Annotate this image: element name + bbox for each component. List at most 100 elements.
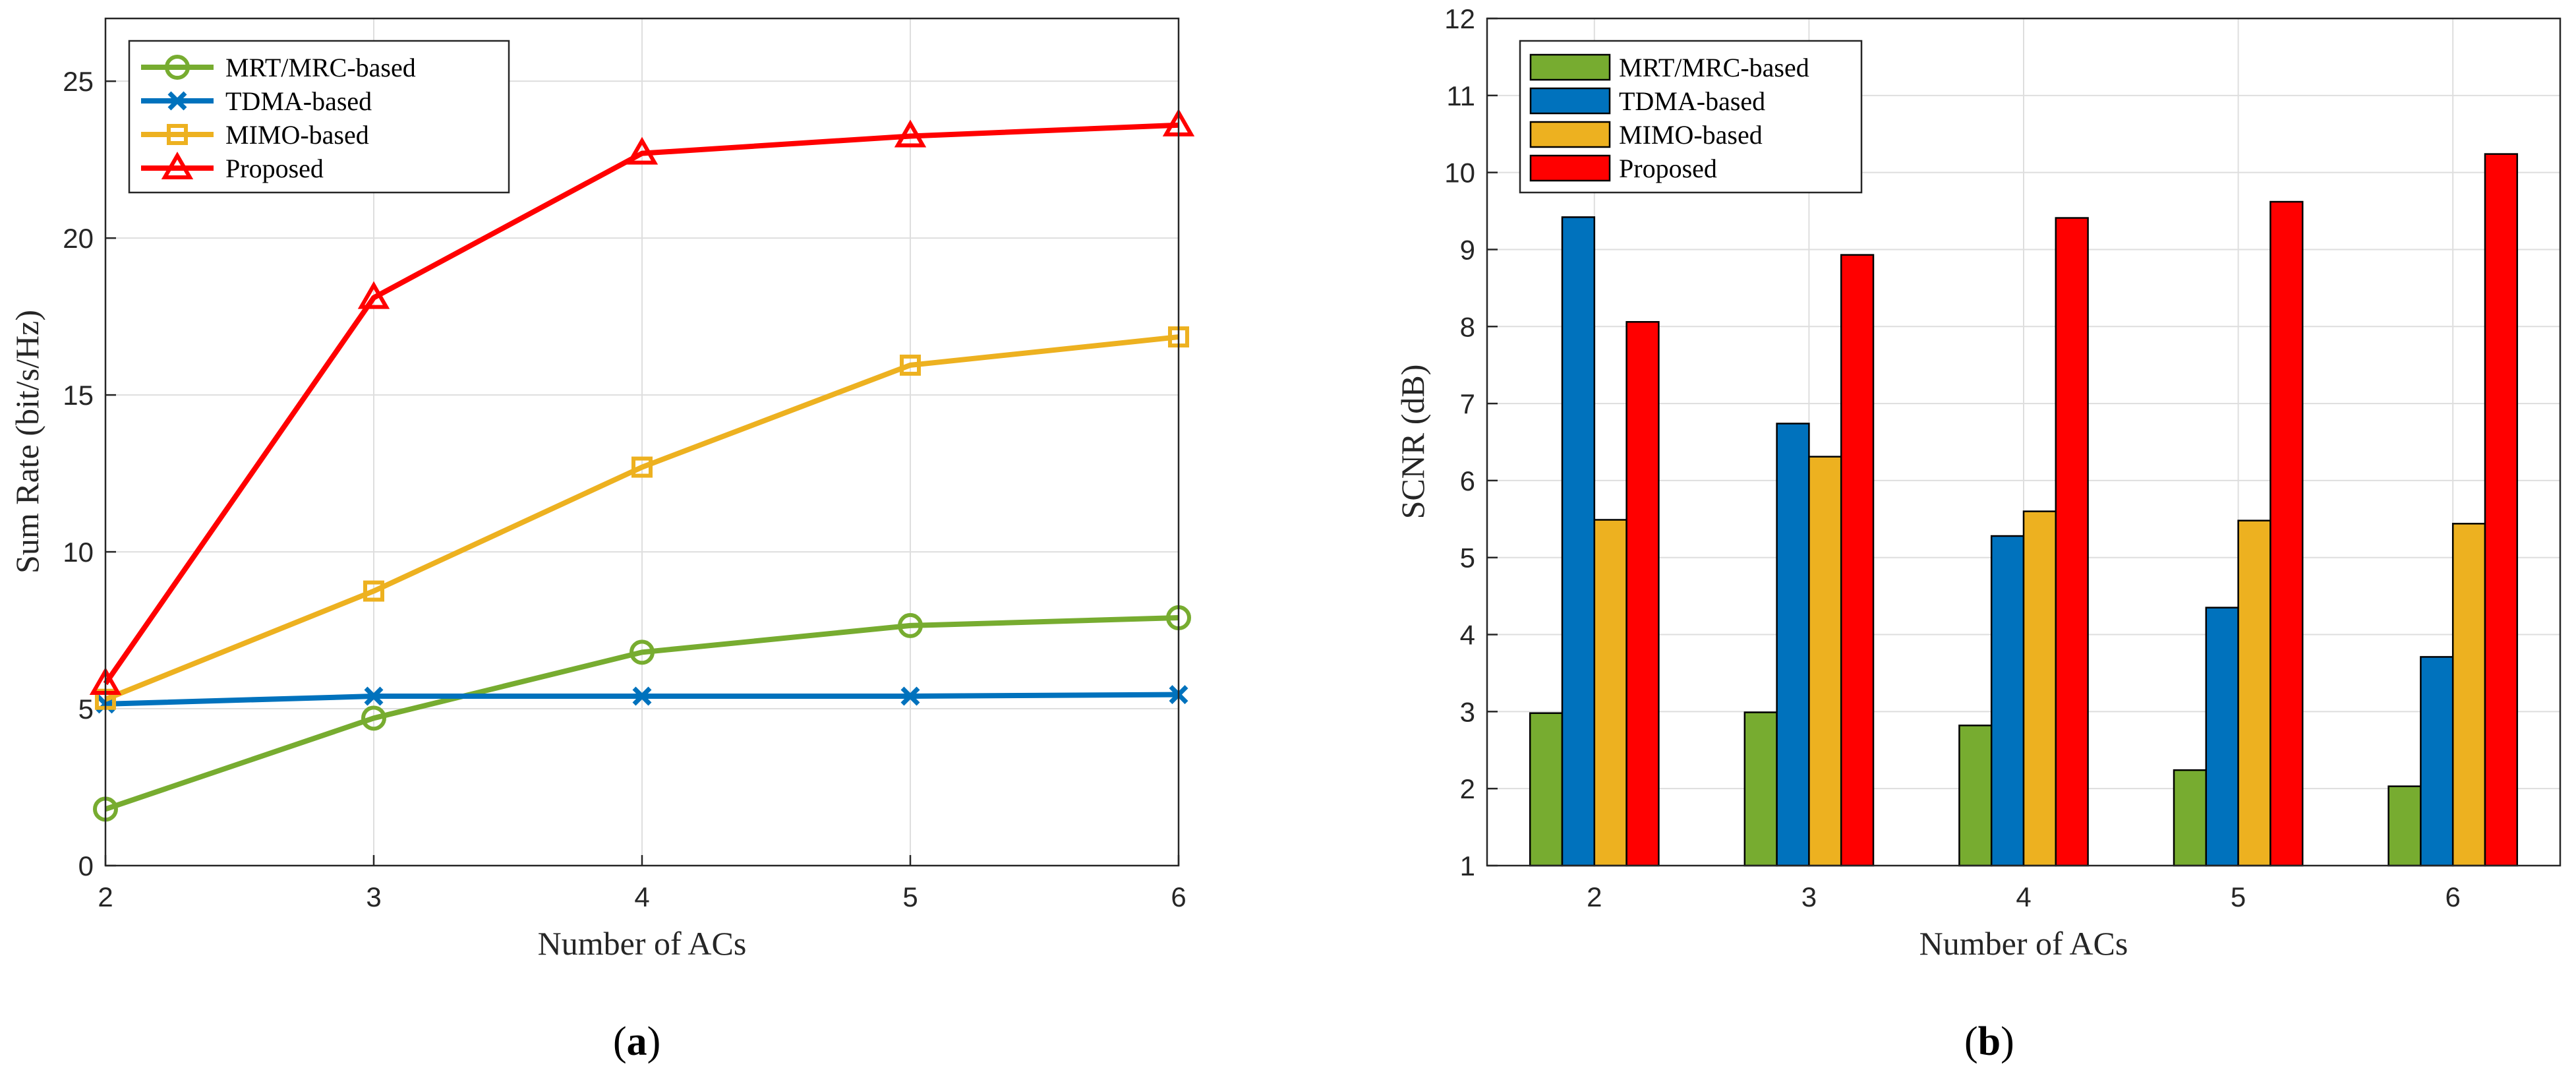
panel-b-legend-label-mimo-based: MIMO-based — [1619, 120, 1763, 150]
panel-b-y-tick-label: 10 — [1444, 158, 1475, 189]
panel-a-point-mimo-based — [900, 354, 921, 376]
panel-b-y-tick-label: 5 — [1460, 543, 1475, 574]
panel-a-y-tick-label: 25 — [63, 66, 94, 97]
panel-b-series-mimo-based — [1593, 456, 2486, 867]
panel-b-bar-mrt-mrc-based — [1743, 711, 1778, 867]
panel-b-x-tick-label: 4 — [2016, 881, 2031, 912]
panel-a-point-mrt-mrc-based — [629, 639, 655, 665]
panel-a-caption-close: ) — [647, 1019, 661, 1064]
panel-a-point-mrt-mrc-based — [898, 612, 923, 638]
panel-a-legend-marker-mimo-based — [167, 124, 188, 145]
panel-b-bar-mimo-based — [1593, 519, 1627, 867]
panel-a-y-axis-label: Sum Rate (bit/s/Hz) — [9, 310, 45, 574]
panel-b-bar-proposed — [1625, 321, 1660, 867]
panel-b-bar-tdma-based — [1990, 535, 2025, 867]
panel-a-x-tick-label: 5 — [902, 881, 918, 912]
panel-a-series-mimo-based — [95, 326, 1189, 710]
panel-b-y-tick-label: 6 — [1460, 465, 1475, 496]
panel-b-bar-tdma-based — [2420, 656, 2454, 867]
panel-a-line-mimo-based — [104, 334, 1179, 702]
panel-b-x-axis-label: Number of ACs — [1919, 925, 2128, 962]
panel-b-bar-proposed — [1840, 254, 1875, 867]
panel-b-bar-proposed — [2269, 200, 2304, 867]
panel-b-series-mrt-mrc-based — [1529, 711, 2422, 867]
panel-a-y-tick-label: 20 — [63, 223, 94, 254]
panel-b-bar-proposed — [2055, 217, 2089, 867]
panel-a-x-tick-label: 4 — [634, 881, 649, 912]
panel-b-x-tick-label: 3 — [1801, 881, 1817, 912]
panel-a-point-proposed — [894, 119, 927, 148]
panel-b-bar-mimo-based — [2237, 519, 2271, 867]
panel-b-legend-swatch-mrt-mrc-based — [1529, 53, 1611, 81]
panel-a-legend-label-proposed: Proposed — [225, 154, 324, 183]
panel-b-bar-proposed — [2484, 153, 2519, 867]
panel-b-y-tick-label: 1 — [1460, 850, 1475, 881]
panel-a-legend-label-mrt-mrc-based: MRT/MRC-based — [225, 53, 416, 82]
panel-b-y-tick-label: 9 — [1460, 234, 1475, 265]
panel-b-caption-close: ) — [2001, 1019, 2014, 1064]
panel-a-x-axis-label: Number of ACs — [538, 925, 747, 962]
panel-a-line-mrt-mrc-based — [104, 615, 1179, 812]
panel-b-y-tick-label: 7 — [1460, 388, 1475, 419]
panel-b-bar-mrt-mrc-based — [2387, 785, 2422, 867]
panel-a-series-lines — [89, 108, 1195, 822]
panel-b-bar-mimo-based — [2451, 523, 2486, 867]
panel-a-point-tdma-based — [900, 686, 920, 706]
panel-b-y-tick-label: 8 — [1460, 311, 1475, 342]
panel-b-caption-letter: b — [1978, 1019, 2001, 1064]
panel-b-x-tick-label: 6 — [2445, 881, 2461, 912]
panel-b-bar-mimo-based — [2022, 510, 2057, 867]
panel-b-legend-label-proposed: Proposed — [1619, 154, 1717, 183]
panel-b-legend: MRT/MRC-based TDMA-based MIMO-based Propose… — [1519, 40, 1863, 194]
panel-b-x-tick-label: 5 — [2231, 881, 2246, 912]
panel-a-y-tick-label: 10 — [63, 537, 94, 568]
panel-b-series-tdma-based — [1561, 216, 2454, 867]
panel-b-caption-open: ( — [1964, 1019, 1978, 1064]
panel-a-point-proposed — [357, 281, 390, 309]
panel-b-legend-label-tdma-based: TDMA-based — [1619, 86, 1765, 116]
panel-b-legend-label-mrt-mrc-based: MRT/MRC-based — [1619, 53, 1809, 82]
panel-a-legend-marker-proposed — [161, 151, 194, 179]
panel-b-bar-tdma-based — [2205, 607, 2239, 867]
panel-a-point-tdma-based — [632, 686, 652, 706]
panel-b-x-tick-label: 2 — [1587, 881, 1602, 912]
panel-b-bar-mimo-based — [1808, 456, 1842, 867]
panel-b-y-tick-label: 12 — [1444, 3, 1475, 34]
panel-a-y-tick-label: 5 — [78, 694, 94, 725]
panel-b-y-axis-label: SCNR (dB) — [1394, 365, 1431, 519]
panel-a-legend-label-mimo-based: MIMO-based — [225, 120, 369, 150]
panel-b-y-tick-label: 2 — [1460, 773, 1475, 804]
panel-a-y-tick-label: 15 — [63, 380, 94, 411]
panel-b-series-proposed — [1625, 153, 2519, 867]
panel-b-bar-mrt-mrc-based — [1529, 712, 1564, 867]
panel-b-bar-mrt-mrc-based — [2173, 769, 2208, 867]
panel-b-bar-mrt-mrc-based — [1958, 725, 1993, 867]
panel-a-caption-letter: a — [627, 1019, 647, 1064]
panel-a-line-proposed — [103, 122, 1179, 686]
panel-a-point-mrt-mrc-based — [361, 705, 386, 731]
panel-a-point-mimo-based — [363, 580, 384, 602]
panel-a-legend: MRT/MRC-based TDMA-based MIMO-based Propose… — [128, 40, 510, 194]
panel-b-y-tick-label: 4 — [1460, 620, 1475, 651]
panel-a-axes-frame — [104, 17, 1180, 867]
panel-b-legend-swatch-proposed — [1529, 154, 1611, 182]
panel-b-bar-tdma-based — [1561, 216, 1596, 867]
panel-a-x-tick-label: 6 — [1171, 881, 1186, 912]
panel-a-x-tick-label: 2 — [98, 881, 113, 912]
panel-a-line-chart: 2 3 4 5 6 0 5 10 15 20 25 Number of ACs Sum Rate (… — [9, 17, 1195, 1064]
panel-a-legend-marker-tdma-based — [167, 91, 187, 111]
panel-b-legend-swatch-mimo-based — [1529, 121, 1611, 148]
panel-b-y-tick-label: 11 — [1446, 80, 1475, 111]
panel-a-tick-labels: 2 3 4 5 6 0 5 10 15 20 25 — [63, 66, 1186, 912]
panel-a-legend-label-tdma-based: TDMA-based — [225, 86, 372, 116]
panel-a-point-tdma-based — [364, 686, 384, 706]
panel-a-point-mimo-based — [631, 456, 653, 478]
panel-b-bars — [1529, 153, 2519, 867]
panel-a-caption: (a) — [613, 1019, 660, 1064]
panel-a-caption-open: ( — [613, 1019, 627, 1064]
panel-b-y-tick-label: 3 — [1460, 696, 1475, 727]
panel-a-legend-marker-mrt-mrc-based — [165, 55, 190, 80]
